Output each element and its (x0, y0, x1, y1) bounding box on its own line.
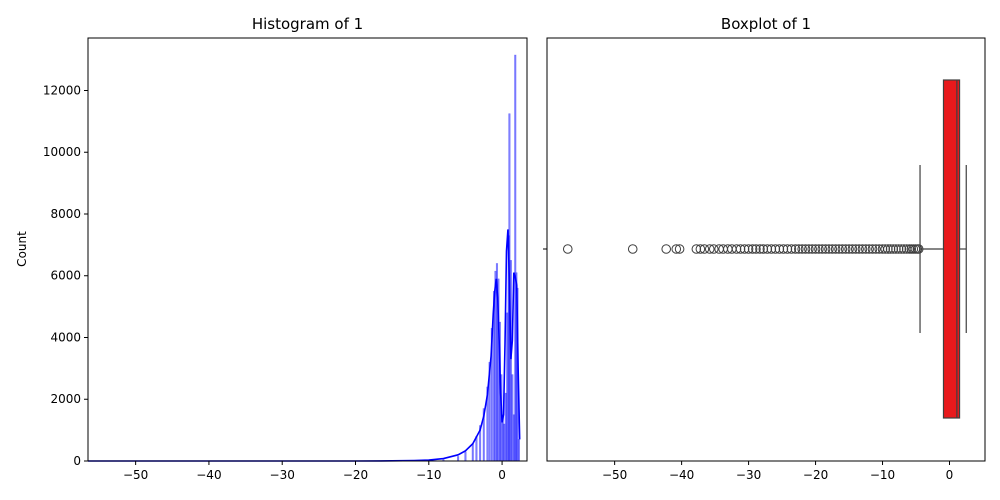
boxplot-x-tick-label: −30 (736, 468, 761, 482)
boxplot-x-tick-label: −20 (803, 468, 828, 482)
boxplot-outlier (708, 244, 719, 254)
histogram-y-tick-label: 6000 (50, 269, 81, 283)
boxplot-x-tick-label: 0 (946, 468, 954, 482)
boxplot-outlier (893, 244, 904, 254)
boxplot-outlier (782, 244, 793, 254)
boxplot-outlier (820, 244, 831, 254)
boxplot-outlier (840, 244, 851, 254)
boxplot-title: Boxplot of 1 (721, 15, 811, 33)
boxplot-elements (562, 79, 967, 419)
boxplot-outlier (704, 244, 715, 254)
boxplot-panel: Boxplot of 1 −50 −40 −30 −20 −10 0 (543, 15, 986, 482)
boxplot-plot-frame (546, 37, 986, 462)
histogram-x-tick-label: −40 (196, 468, 221, 482)
boxplot-outlier (830, 244, 841, 254)
boxplot-x-ticks: −50 −40 −30 −20 −10 0 (602, 461, 953, 482)
boxplot-outlier (817, 244, 828, 254)
boxplot-outlier (627, 244, 638, 254)
boxplot-outlier (766, 244, 777, 254)
histogram-x-tick-label: −20 (343, 468, 368, 482)
boxplot-outlier (731, 244, 742, 254)
histogram-bar (471, 443, 474, 462)
boxplot-outlier (743, 244, 754, 254)
boxplot-outlier (661, 244, 672, 254)
boxplot-outlier (877, 244, 888, 254)
boxplot-outlier (747, 244, 758, 254)
histogram-y-tick-label: 12000 (43, 83, 81, 97)
boxplot-outlier (691, 244, 702, 254)
histogram-x-ticks: −50 −40 −30 −20 −10 0 (123, 461, 506, 482)
boxplot-outlier (899, 244, 909, 254)
boxplot-outlier (871, 244, 881, 254)
histogram-y-tick-label: 10000 (43, 145, 81, 159)
boxplot-outlier (790, 244, 801, 254)
histogram-y-tick-label: 4000 (50, 330, 81, 344)
boxplot-outlier (891, 244, 901, 254)
boxplot-outlier (864, 244, 874, 254)
boxplot-outlier (860, 244, 871, 254)
boxplot-outlier (562, 244, 573, 254)
boxplot-outlier (770, 244, 781, 254)
boxplot-outlier (827, 244, 838, 254)
boxplot-outlier (854, 244, 864, 254)
histogram-x-tick-label: −30 (270, 468, 295, 482)
boxplot-outlier (844, 244, 854, 254)
histogram-kde-line (88, 229, 521, 462)
boxplot-outlier (883, 244, 893, 254)
boxplot-outlier (810, 244, 821, 254)
boxplot-box (942, 79, 961, 419)
histogram-bar (475, 436, 478, 462)
boxplot-outlier (824, 244, 834, 254)
boxplot-outlier (751, 244, 761, 254)
boxplot-outlier (797, 244, 807, 254)
boxplot-outlier (699, 244, 710, 254)
histogram-bar (457, 456, 460, 462)
boxplot-outlier (850, 244, 861, 254)
histogram-x-tick-label: −50 (123, 468, 148, 482)
histogram-plot-frame (87, 37, 528, 462)
histogram-y-tick-label: 8000 (50, 207, 81, 221)
histogram-y-tick-label: 0 (73, 454, 81, 468)
boxplot-outlier (774, 244, 785, 254)
boxplot-outlier (896, 244, 907, 254)
boxplot-outlier (807, 244, 818, 254)
boxplot-x-tick-label: −10 (870, 468, 895, 482)
boxplot-outlier (834, 244, 844, 254)
boxplot-outlier (739, 244, 750, 254)
boxplot-outlier (837, 244, 848, 254)
boxplot-x-tick-label: −40 (669, 468, 694, 482)
boxplot-outlier (913, 244, 924, 254)
histogram-y-tick-label: 2000 (50, 392, 81, 406)
histogram-x-tick-label: −10 (416, 468, 441, 482)
boxplot-outlier (695, 244, 706, 254)
boxplot-outlier (867, 244, 878, 254)
boxplot-outlier (671, 244, 682, 254)
histogram-panel: Histogram of 1 Count −50 −40 −30 −20 −10 0 0 2… (15, 15, 528, 482)
boxplot-outlier (735, 244, 746, 254)
boxplot-outlier (814, 244, 824, 254)
boxplot-outlier (885, 244, 896, 254)
boxplot-outlier (800, 244, 811, 254)
histogram-bar (517, 439, 520, 462)
histogram-y-ticks: 0 2000 4000 6000 8000 10000 12000 (43, 83, 88, 468)
boxplot-outlier (674, 244, 685, 254)
histogram-ylabel: Count (15, 231, 29, 267)
boxplot-outlier (786, 244, 797, 254)
boxplot-outlier (778, 244, 789, 254)
boxplot-outlier (762, 244, 773, 254)
boxplot-outlier (888, 244, 899, 254)
boxplot-outlier (794, 244, 804, 254)
boxplot-outlier (880, 244, 891, 254)
histogram-bar (464, 451, 467, 462)
histogram-x-tick-label: 0 (498, 468, 506, 482)
boxplot-outlier (758, 244, 769, 254)
boxplot-outlier (755, 244, 765, 254)
boxplot-x-tick-label: −50 (602, 468, 627, 482)
boxplot-outlier (857, 244, 868, 254)
histogram-title: Histogram of 1 (252, 15, 363, 33)
boxplot-outlier (847, 244, 858, 254)
boxplot-outlier (804, 244, 814, 254)
